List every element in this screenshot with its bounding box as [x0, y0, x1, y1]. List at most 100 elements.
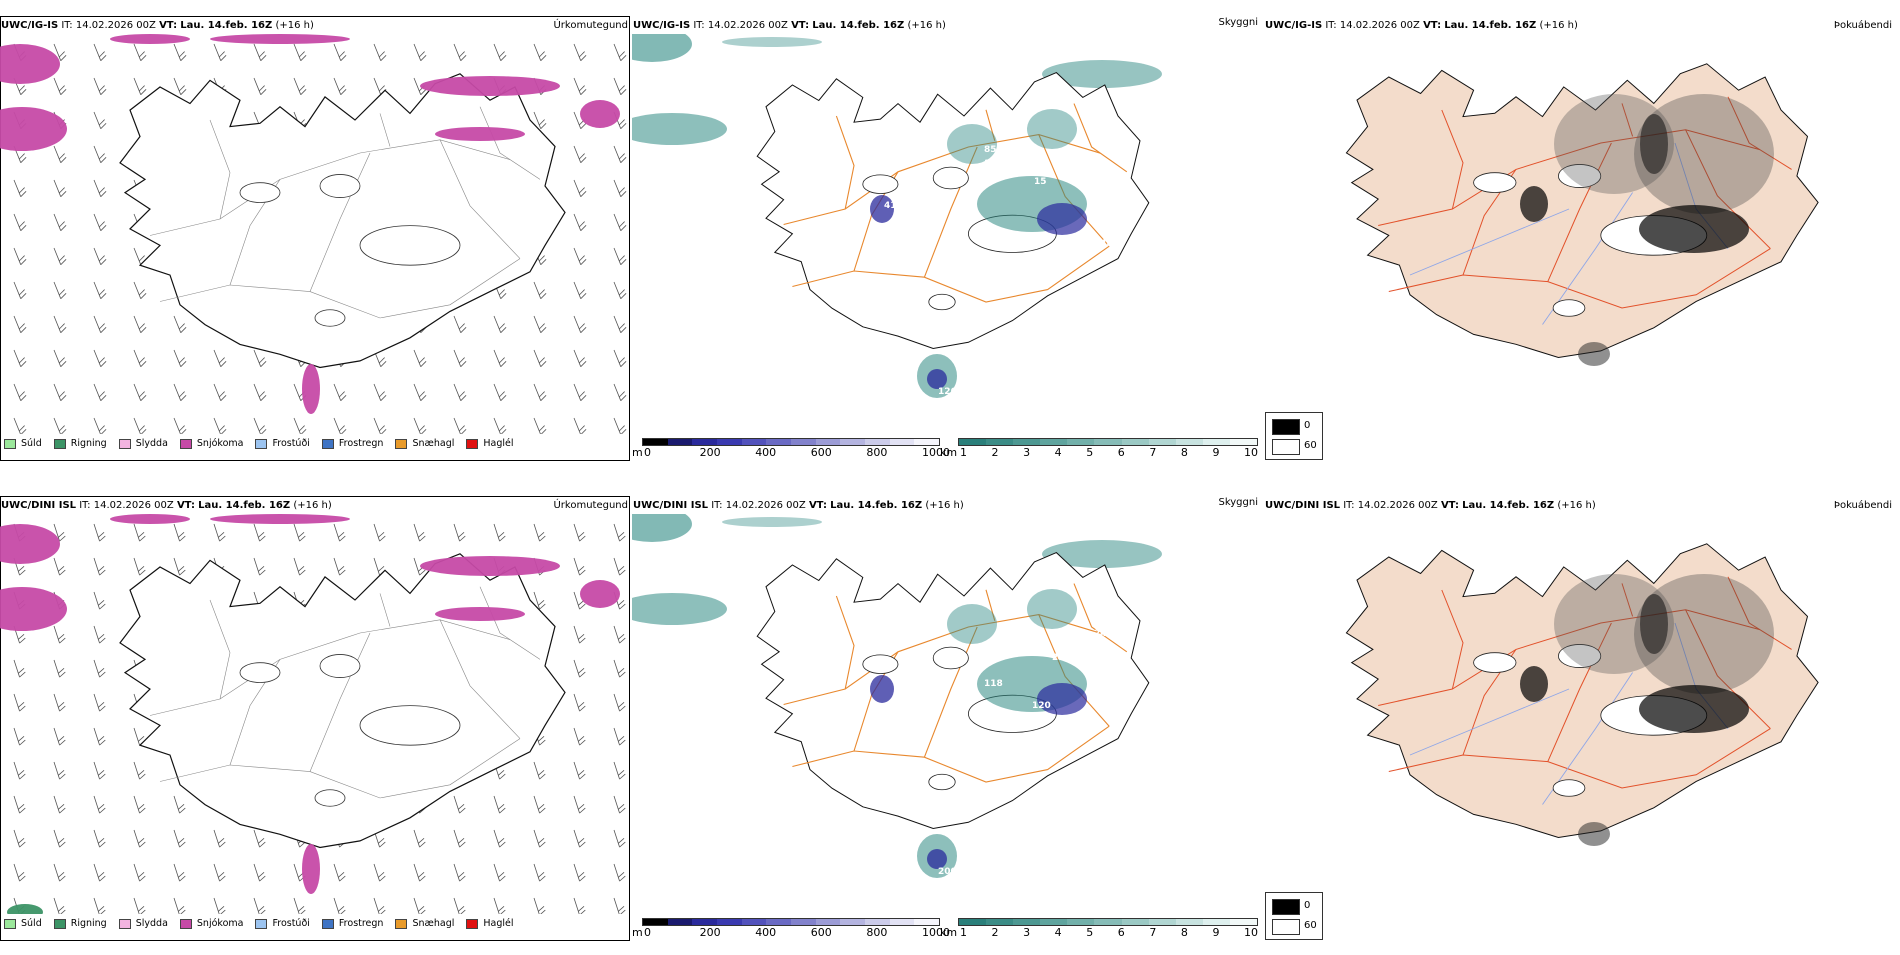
colorbar-step: [840, 919, 866, 925]
wind-barb: [53, 281, 67, 299]
wind-barb: [413, 863, 426, 882]
glacier-outline: [928, 293, 956, 311]
low-cloudbase-area: [870, 675, 894, 703]
wind-barb: [213, 43, 227, 61]
wind-barb: [533, 829, 546, 848]
wind-barb: [573, 693, 586, 712]
colorbar-step: [1148, 439, 1176, 445]
colorbar-step: [1040, 919, 1068, 925]
colorbar-step: [865, 439, 890, 445]
wind-barb: [573, 349, 587, 367]
legend-swatch: [179, 918, 192, 929]
wind-barb: [293, 77, 307, 95]
visibility-panel: UWC/DINI ISL IT: 14.02.2026 00Z VT: Lau.…: [632, 480, 1264, 955]
legend-label: Rigning: [70, 438, 107, 449]
wind-barb: [13, 179, 27, 197]
wind-barb: [133, 863, 146, 882]
colorbar-tick: 5: [1086, 926, 1094, 939]
vt-label: VT:: [1423, 20, 1442, 31]
wind-barb: [493, 863, 506, 882]
wind-barb: [573, 417, 587, 434]
wind-barb: [573, 557, 586, 576]
colorbar-step: [643, 919, 668, 925]
wind-barb: [213, 349, 227, 367]
wind-barb: [333, 897, 346, 914]
road-line: [1685, 609, 1771, 729]
colorbar-tick: 9: [1212, 926, 1220, 939]
road-line: [1441, 589, 1464, 690]
snow-area: [210, 34, 350, 44]
fog-panel: UWC/IG-IS IT: 14.02.2026 00Z VT: Lau. 14…: [1264, 0, 1900, 475]
colorbar-step: [791, 439, 816, 445]
wind-barb: [613, 523, 626, 542]
colorbar-step: [1067, 439, 1095, 445]
glacier-outline: [928, 773, 956, 791]
fog-indicator-area: [1520, 666, 1548, 702]
road-line: [149, 139, 511, 236]
colorbar-step: [889, 919, 915, 925]
colorbar-step: [1175, 439, 1203, 445]
road-line: [1388, 728, 1771, 789]
road-line: [379, 113, 391, 147]
snow-area: [435, 127, 525, 141]
wind-barb: [53, 897, 66, 914]
wind-barb: [573, 383, 587, 401]
wind-barb: [93, 591, 106, 610]
it-label: IT:: [79, 500, 91, 511]
visibility-value-label: 112: [1094, 221, 1113, 231]
wind-barb: [613, 795, 626, 814]
wind-barb: [133, 523, 146, 542]
road-line: [792, 245, 1110, 303]
legend-item: Snæhagl: [395, 918, 454, 929]
low-visibility-area: [632, 113, 727, 145]
it-label: IT:: [1325, 20, 1337, 31]
legend-swatch: [255, 438, 268, 449]
wind-barb: [133, 761, 146, 780]
cloudbase-bar: [642, 918, 940, 926]
colorbar-step: [1229, 439, 1258, 445]
precip-legend: Súld Rigning Slydda Snjókoma Frostúði Frostre…: [4, 438, 526, 449]
fog-legend-label: 0: [1304, 900, 1311, 911]
wind-barb: [373, 897, 386, 914]
wind-barb: [93, 213, 107, 231]
snow-area: [580, 100, 620, 128]
wind-barb: [93, 761, 106, 780]
wind-barb: [533, 315, 547, 333]
wind-barb: [533, 43, 547, 61]
river-line: [1542, 192, 1633, 325]
precip-title: Úrkomutegund: [553, 20, 628, 31]
wind-barb: [93, 659, 106, 678]
wind-barb: [253, 43, 267, 61]
wind-barb: [133, 557, 146, 576]
legend-item: Frostregn: [321, 918, 383, 929]
wind-barb: [573, 761, 586, 780]
road-line: [479, 106, 541, 180]
low-visibility-area: [1042, 540, 1162, 568]
wind-barb: [93, 523, 106, 542]
visibility-value-label: 148: [1094, 239, 1113, 249]
wind-barb: [413, 829, 426, 848]
wind-barb: [53, 349, 67, 367]
vt-value: Lau. 14.feb. 16Z: [812, 20, 905, 31]
wind-barb: [93, 829, 106, 848]
colorbar-tick: 5: [1086, 446, 1094, 459]
colorbar-tick: 9: [1212, 446, 1220, 459]
colorbar-step: [1040, 439, 1068, 445]
legend-swatch: [395, 918, 408, 929]
glacier-outline: [359, 705, 461, 746]
colorbar-step: [1121, 919, 1149, 925]
legend-swatch: [53, 918, 66, 929]
colorbar-tick: 0: [644, 446, 651, 459]
wind-barb: [133, 897, 146, 914]
wind-barb: [573, 43, 587, 61]
wind-barb: [293, 43, 307, 61]
it-label: IT:: [693, 20, 705, 31]
colorbar-step: [766, 919, 792, 925]
road-line: [209, 599, 231, 700]
fog-panel: UWC/DINI ISL IT: 14.02.2026 00Z VT: Lau.…: [1264, 480, 1900, 955]
road-line: [379, 593, 391, 627]
low-cloudbase-area: [870, 195, 894, 223]
wind-barb: [293, 557, 306, 576]
vt-value: Lau. 14.feb. 16Z: [198, 500, 291, 511]
wind-barb: [93, 43, 107, 61]
